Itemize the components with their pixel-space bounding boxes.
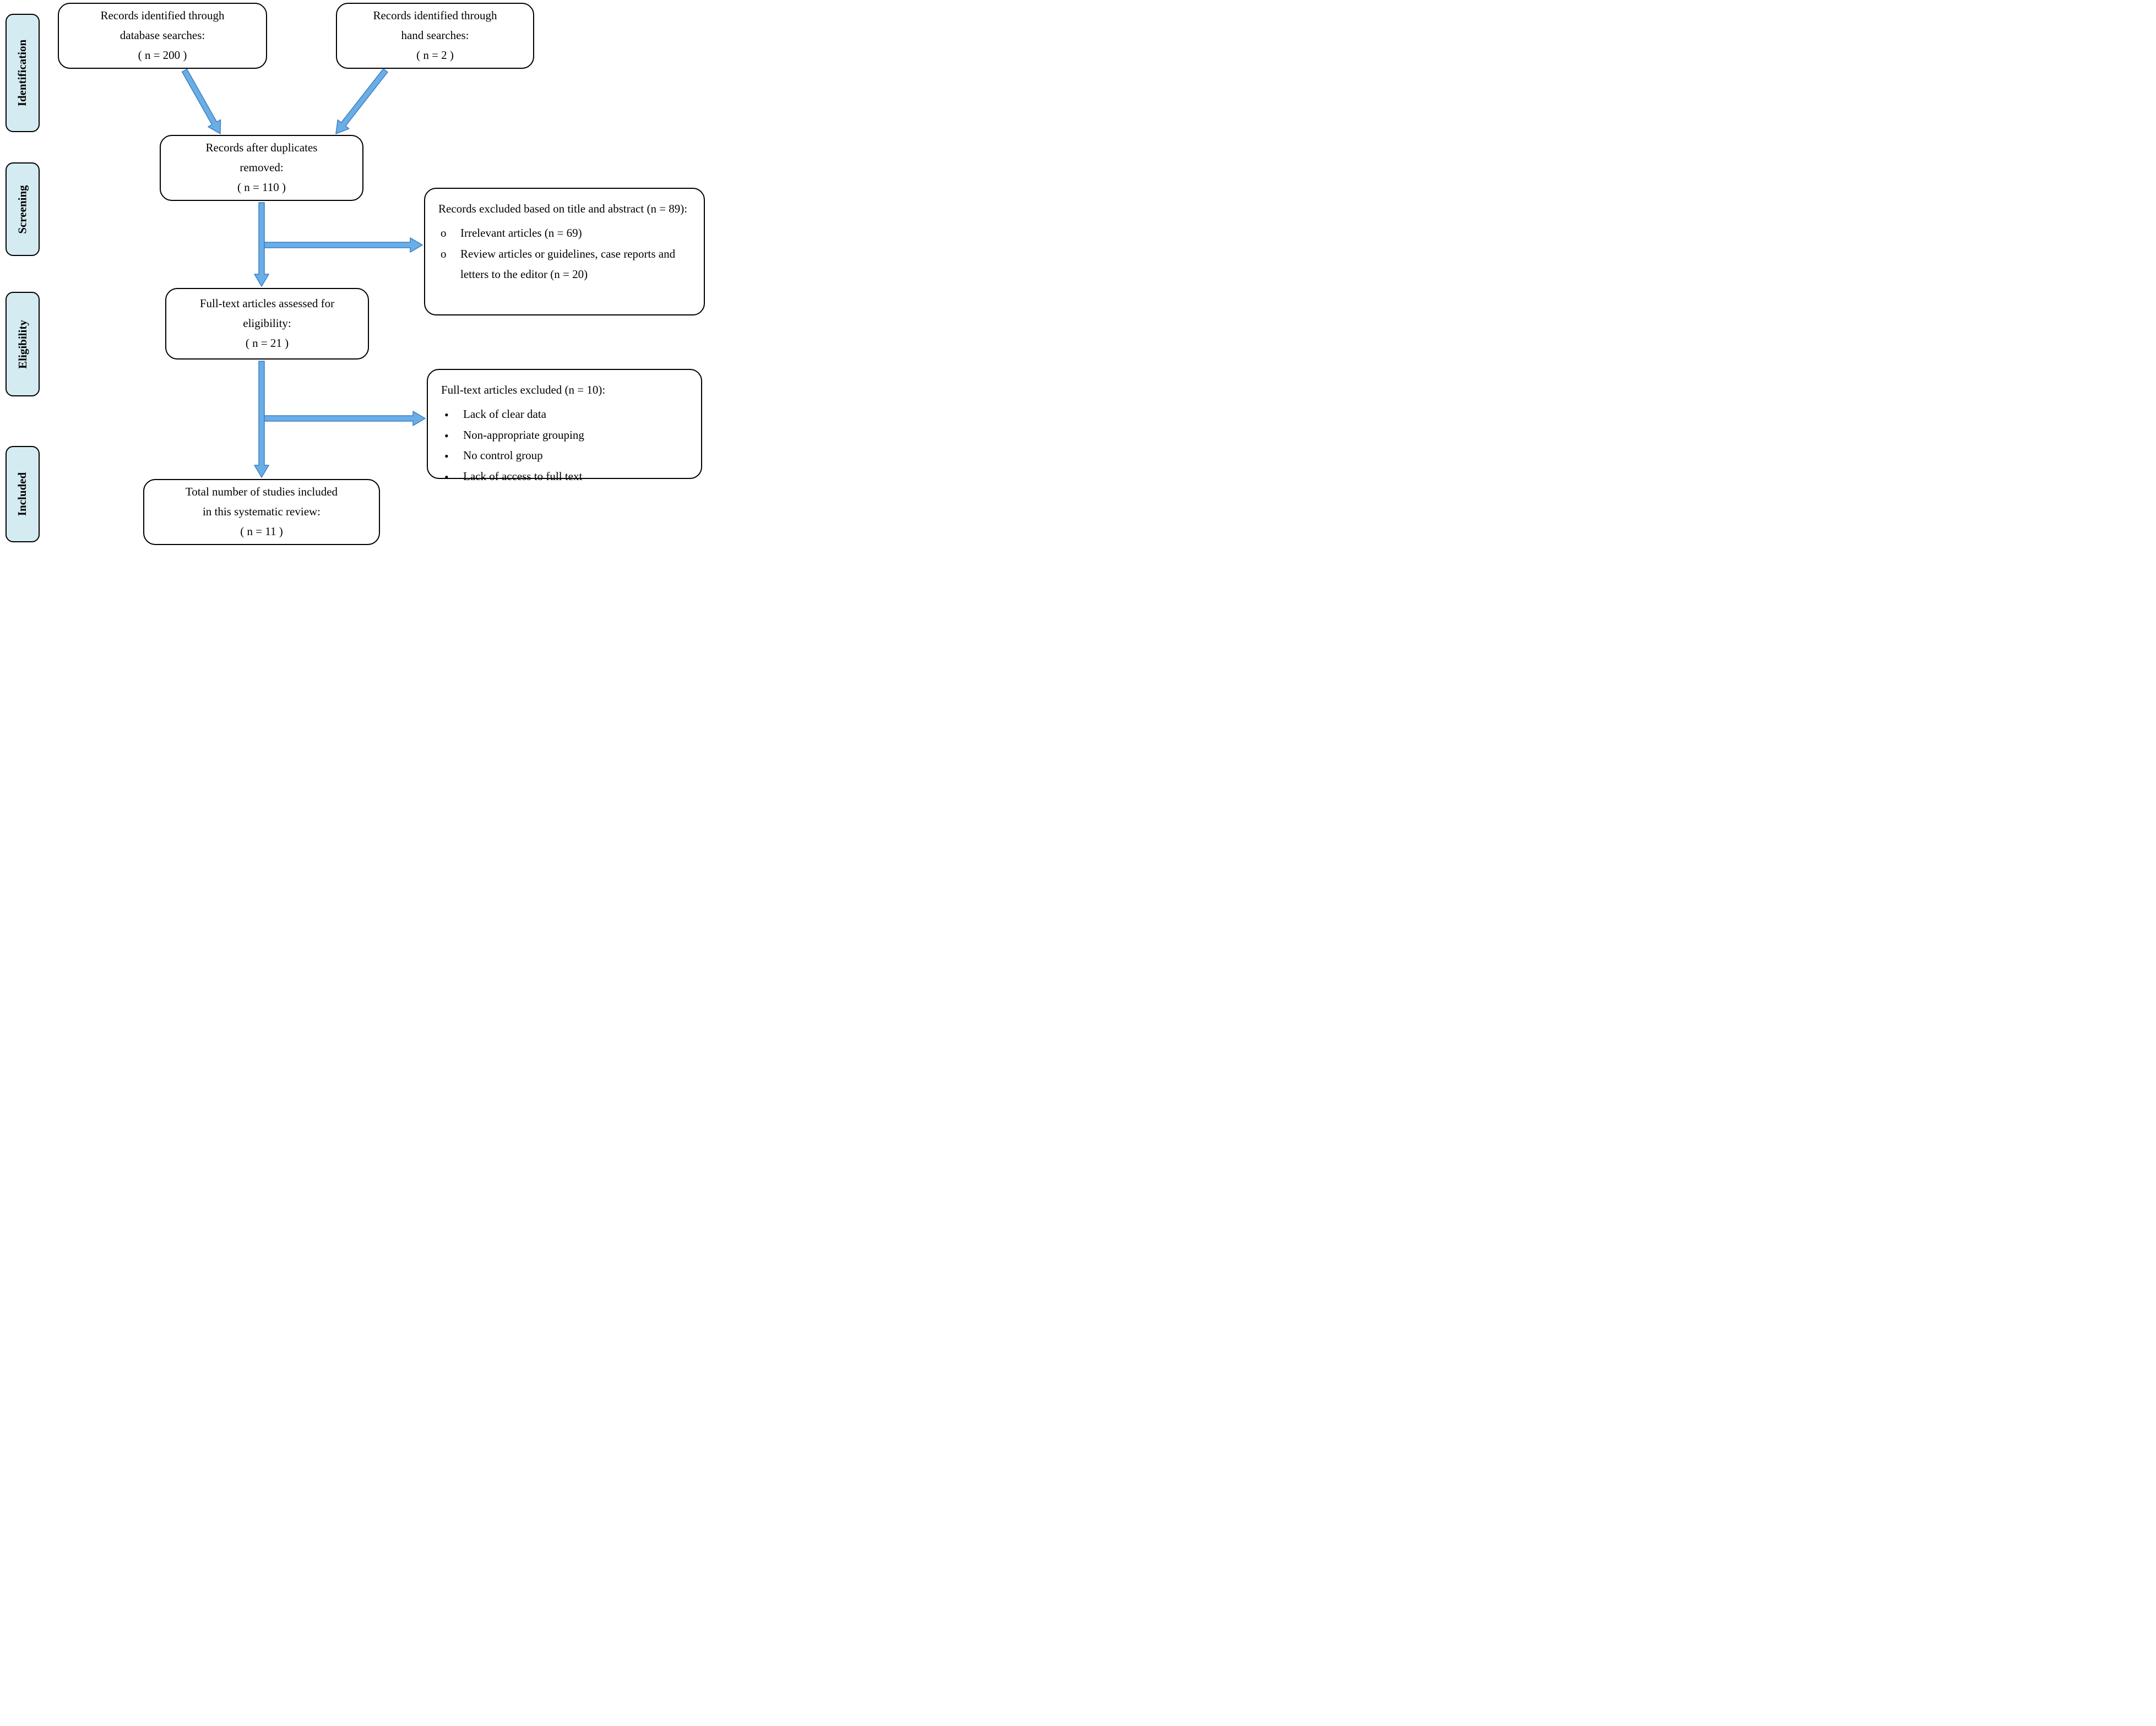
exclusion-item: No control group bbox=[441, 445, 688, 466]
node-line: eligibility: bbox=[243, 314, 291, 334]
node-line: hand searches: bbox=[401, 26, 469, 46]
exclusion-item: Non-appropriate grouping bbox=[441, 425, 688, 446]
node-line: removed: bbox=[240, 158, 283, 178]
phase-eligibility: Eligibility bbox=[6, 292, 40, 396]
phase-screening: Screening bbox=[6, 162, 40, 256]
phase-included: Included bbox=[6, 446, 40, 542]
node-line: Records identified through bbox=[373, 6, 497, 26]
exclusion-heading: Full-text articles excluded (n = 10): bbox=[441, 380, 688, 401]
node-line: Records after duplicates bbox=[206, 138, 318, 158]
phase-label-text: Screening bbox=[16, 185, 30, 233]
exclusion-title-abstract: Records excluded based on title and abst… bbox=[424, 188, 705, 315]
exclusion-item: Lack of access to full text bbox=[441, 466, 688, 487]
node-line: Total number of studies included bbox=[186, 482, 338, 502]
prisma-flowchart: Identification Screening Eligibility Inc… bbox=[0, 0, 719, 575]
phase-identification: Identification bbox=[6, 14, 40, 132]
exclusion-item: Review articles or guidelines, case repo… bbox=[438, 244, 691, 286]
phase-label-text: Included bbox=[16, 472, 30, 516]
node-line: in this systematic review: bbox=[203, 502, 321, 522]
exclusion-item: Lack of clear data bbox=[441, 404, 688, 425]
node-count: ( n = 2 ) bbox=[416, 46, 454, 66]
node-hand-search: Records identified through hand searches… bbox=[336, 3, 534, 69]
exclusion-fulltext: Full-text articles excluded (n = 10): La… bbox=[427, 369, 702, 479]
node-line: Full-text articles assessed for bbox=[200, 294, 334, 314]
node-line: Records identified through bbox=[100, 6, 224, 26]
node-line: database searches: bbox=[120, 26, 205, 46]
phase-label-text: Eligibility bbox=[16, 320, 30, 369]
exclusion-list: Irrelevant articles (n = 69) Review arti… bbox=[438, 223, 691, 285]
exclusion-heading: Records excluded based on title and abst… bbox=[438, 199, 691, 220]
node-count: ( n = 21 ) bbox=[246, 334, 289, 353]
node-after-duplicates: Records after duplicates removed: ( n = … bbox=[160, 135, 363, 201]
exclusion-list: Lack of clear data Non-appropriate group… bbox=[441, 404, 688, 487]
node-count: ( n = 200 ) bbox=[138, 46, 187, 66]
node-count: ( n = 110 ) bbox=[237, 178, 286, 198]
phase-label-text: Identification bbox=[16, 40, 30, 106]
exclusion-item: Irrelevant articles (n = 69) bbox=[438, 223, 691, 244]
node-total-included: Total number of studies included in this… bbox=[143, 479, 380, 545]
node-fulltext-assessed: Full-text articles assessed for eligibil… bbox=[165, 288, 369, 360]
node-database-search: Records identified through database sear… bbox=[58, 3, 267, 69]
node-count: ( n = 11 ) bbox=[240, 522, 283, 542]
